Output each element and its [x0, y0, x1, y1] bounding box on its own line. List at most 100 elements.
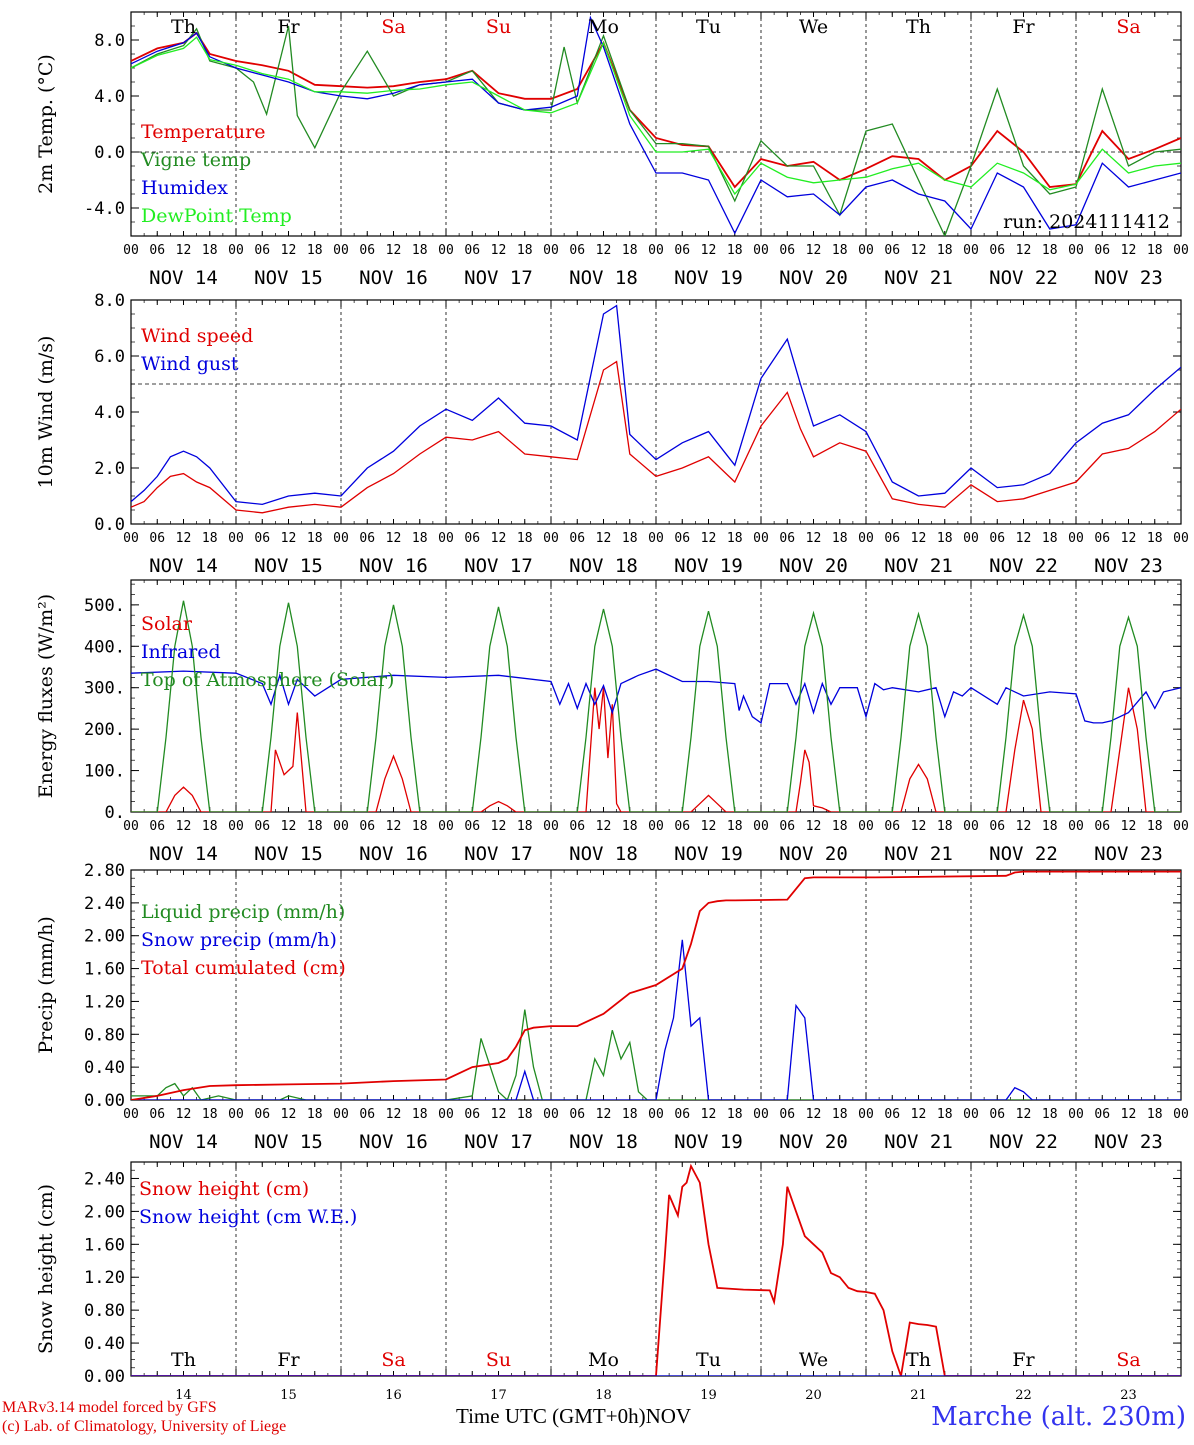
- hour-tick-label: 18: [937, 531, 953, 546]
- date-label: NOV 15: [254, 1131, 323, 1153]
- hour-tick-label: 18: [727, 243, 743, 258]
- panel-3: 0. 100. 200. 300. 400. 500. Energy fluxes (W/m…: [35, 579, 1189, 865]
- date-label: NOV 16: [359, 1131, 428, 1153]
- hour-tick-label: 12: [1016, 243, 1032, 258]
- hour-tick-label: 06: [149, 1107, 165, 1122]
- date-label: NOV 15: [254, 267, 323, 289]
- date-label: NOV 20: [779, 843, 848, 865]
- station-title: Marche (alt. 230m): [931, 1402, 1186, 1432]
- hour-tick-label: 06: [149, 531, 165, 546]
- hour-tick-label: 12: [1121, 819, 1137, 834]
- day-name: Th: [906, 16, 931, 38]
- y-axis-label: 10m Wind (m/s): [35, 336, 57, 489]
- hour-tick-label: 18: [1042, 1107, 1058, 1122]
- day-number: 15: [280, 1388, 297, 1403]
- hour-tick-label: 06: [359, 531, 375, 546]
- hour-tick-label: 18: [307, 819, 323, 834]
- hour-tick-label: 00: [753, 1107, 769, 1122]
- hour-tick-label: 06: [569, 243, 585, 258]
- hour-tick-label: 06: [254, 819, 270, 834]
- hour-tick-label: 00: [1068, 243, 1084, 258]
- hour-tick-label: 00: [753, 531, 769, 546]
- day-name: Mo: [588, 16, 619, 38]
- y-tick-label: 0.40: [84, 1058, 125, 1078]
- date-label: NOV 18: [569, 843, 638, 865]
- hour-tick-label: 06: [779, 819, 795, 834]
- hour-tick-label: 12: [281, 1107, 297, 1122]
- day-name: Su: [486, 1349, 511, 1371]
- hour-tick-label: 18: [202, 531, 218, 546]
- day-number: 21: [910, 1388, 927, 1403]
- day-name: Tu: [696, 1349, 721, 1371]
- plot-frame: [130, 11, 1182, 237]
- day-name: Su: [486, 16, 511, 38]
- day-name: Sa: [381, 16, 405, 38]
- hour-tick-label: 00: [1068, 531, 1084, 546]
- hour-tick-label: 00: [333, 1107, 349, 1122]
- y-tick-label: 300.: [84, 679, 125, 699]
- hour-tick-label: 06: [1094, 819, 1110, 834]
- date-label: NOV 23: [1094, 843, 1163, 865]
- hour-tick-label: 00: [858, 819, 874, 834]
- day-name: Mo: [588, 1349, 619, 1371]
- hour-tick-label: 12: [1016, 819, 1032, 834]
- hour-tick-label: 06: [254, 243, 270, 258]
- hour-tick-label: 00: [333, 243, 349, 258]
- hour-tick-label: 12: [281, 531, 297, 546]
- date-label: NOV 18: [569, 1131, 638, 1153]
- hour-tick-label: 06: [989, 1107, 1005, 1122]
- hour-tick-label: 00: [1173, 819, 1189, 834]
- legend-entry: Liquid precip (mm/h): [141, 901, 345, 923]
- hour-tick-label: 12: [491, 531, 507, 546]
- hour-tick-label: 18: [517, 243, 533, 258]
- legend-entry: Snow height (cm W.E.): [139, 1206, 357, 1228]
- legend-entry: Humidex: [141, 177, 228, 199]
- legend-entry: Wind gust: [141, 353, 239, 375]
- hour-tick-label: 00: [543, 819, 559, 834]
- hour-tick-label: 06: [1094, 1107, 1110, 1122]
- hour-tick-label: 00: [1173, 531, 1189, 546]
- hour-tick-label: 18: [937, 1107, 953, 1122]
- hour-tick-label: 18: [412, 819, 428, 834]
- series-line-snow-precip-mm-h-: [131, 939, 1181, 1100]
- day-name: Fr: [277, 16, 300, 38]
- day-number: 19: [700, 1388, 717, 1403]
- hour-tick-label: 06: [779, 531, 795, 546]
- day-number: 20: [805, 1388, 822, 1403]
- hour-tick-label: 00: [438, 531, 454, 546]
- hour-tick-label: 12: [386, 819, 402, 834]
- series-line-humidex: [131, 15, 1181, 235]
- hour-tick-label: 00: [228, 819, 244, 834]
- hour-tick-label: 06: [359, 1107, 375, 1122]
- hour-tick-label: 00: [543, 1107, 559, 1122]
- hour-tick-label: 00: [648, 819, 664, 834]
- hour-tick-label: 00: [123, 243, 139, 258]
- date-label: NOV 19: [674, 1131, 743, 1153]
- y-tick-label: 500.: [84, 596, 125, 616]
- legend-entry: Infrared: [141, 641, 221, 663]
- hour-tick-label: 12: [701, 819, 717, 834]
- day-name: Th: [171, 1349, 196, 1371]
- date-label: NOV 22: [989, 555, 1058, 577]
- day-number: 18: [595, 1388, 612, 1403]
- hour-tick-label: 12: [1016, 1107, 1032, 1122]
- legend-entry: Wind speed: [141, 325, 253, 347]
- hour-tick-label: 00: [123, 531, 139, 546]
- hour-tick-label: 00: [1068, 819, 1084, 834]
- y-tick-label: 2.40: [84, 894, 125, 914]
- hour-tick-label: 00: [1173, 1107, 1189, 1122]
- panel-1: -4.0 0.0 4.0 8.0 2m Temp. (°C) Temperature Vig…: [35, 11, 1189, 289]
- y-tick-label: 2.00: [84, 1202, 125, 1222]
- legend-entry: Solar: [141, 613, 193, 635]
- hour-tick-label: 18: [412, 531, 428, 546]
- hour-tick-label: 06: [884, 819, 900, 834]
- series-line-temperature: [131, 31, 1181, 189]
- hour-tick-label: 12: [596, 243, 612, 258]
- panel-2: 0.0 2.0 4.0 6.0 8.0 10m Wind (m/s) Wind speed W…: [35, 291, 1189, 577]
- hour-tick-label: 00: [438, 819, 454, 834]
- date-label: NOV 16: [359, 267, 428, 289]
- hour-tick-label: 00: [963, 531, 979, 546]
- hour-tick-label: 00: [333, 819, 349, 834]
- hour-tick-label: 12: [386, 531, 402, 546]
